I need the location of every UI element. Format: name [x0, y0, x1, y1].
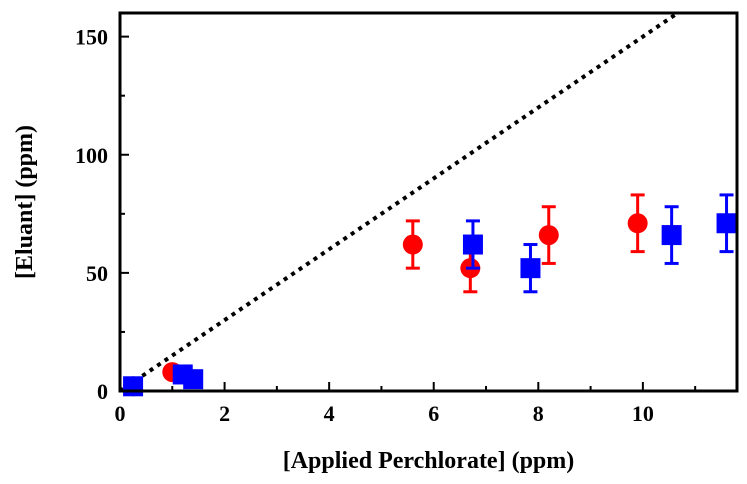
x-tick-label: 10 — [632, 401, 654, 426]
square-marker — [716, 213, 737, 234]
circle-marker — [627, 213, 648, 234]
square-marker — [183, 369, 204, 390]
square-marker — [520, 258, 541, 279]
square-marker — [462, 234, 483, 255]
x-tick-label: 6 — [428, 401, 439, 426]
plot-frame — [118, 11, 739, 393]
x-tick-label: 8 — [533, 401, 544, 426]
reference-line-layer — [118, 11, 679, 393]
data-points-layer — [123, 193, 737, 397]
x-tick-label: 0 — [115, 401, 126, 426]
circle-marker — [538, 225, 559, 246]
y-axis-label: [Eluant] (ppm) — [12, 125, 38, 279]
reference-line — [118, 11, 679, 393]
y-tick-label: 0 — [97, 379, 108, 404]
x-axis-label: [Applied Perchlorate] (ppm) — [283, 448, 575, 474]
y-tick-label: 100 — [75, 143, 108, 168]
circle-marker — [402, 234, 423, 255]
square-marker — [661, 225, 682, 246]
x-tick-label: 2 — [219, 401, 230, 426]
square-marker — [123, 376, 144, 397]
x-tick-label: 4 — [324, 401, 335, 426]
y-tick-label: 150 — [75, 25, 108, 50]
y-tick-label: 50 — [86, 261, 108, 286]
